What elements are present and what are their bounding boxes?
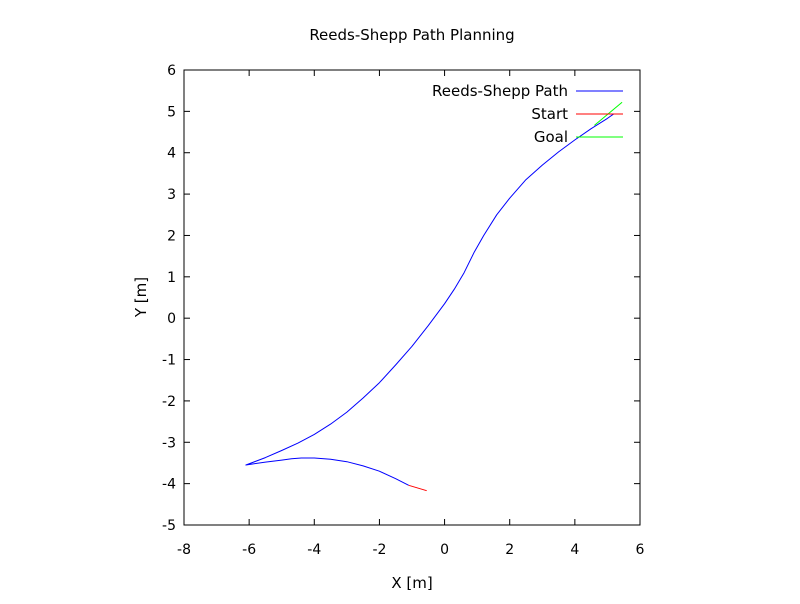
x-tick-label: -8 — [177, 542, 191, 558]
y-tick-label: 3 — [167, 187, 176, 203]
y-tick-label: -4 — [162, 477, 176, 493]
axis-ticks: -8 -6 -4 -2 0 2 4 6 -5 -4 -3 -2 -1 0 1 2 3 4 5 6 — [162, 63, 645, 558]
y-tick-label: -5 — [162, 518, 176, 534]
x-tick-label: -2 — [372, 542, 386, 558]
y-axis-label: Y [m] — [132, 277, 150, 318]
x-tick-label: -4 — [307, 542, 321, 558]
series-line-reeds-shepp-path — [245, 113, 615, 486]
x-axis-label: X [m] — [391, 574, 432, 592]
y-tick-label: 0 — [167, 311, 176, 327]
x-tick-label: 0 — [440, 542, 449, 558]
y-tick-label: 2 — [167, 228, 176, 244]
y-tick-label: 6 — [167, 63, 176, 79]
x-tick-label: -6 — [242, 542, 256, 558]
series-line-start — [408, 484, 427, 492]
x-tick-label: 6 — [636, 542, 645, 558]
legend-label: Reeds-Shepp Path — [432, 82, 568, 100]
y-tick-label: -3 — [162, 435, 176, 451]
y-tick-label: -1 — [162, 353, 176, 369]
y-tick-label: -2 — [162, 394, 176, 410]
x-tick-label: 4 — [570, 542, 579, 558]
y-tick-label: 5 — [167, 104, 176, 120]
y-tick-label: 1 — [167, 270, 176, 286]
data-series — [245, 101, 623, 492]
x-tick-label: 2 — [505, 542, 514, 558]
legend-label: Goal — [534, 128, 568, 146]
chart-title: Reeds-Shepp Path Planning — [309, 26, 514, 44]
y-tick-label: 4 — [167, 146, 176, 162]
plot-frame — [183, 69, 641, 526]
legend-label: Start — [531, 105, 568, 123]
legend: Reeds-Shepp Path Start Goal — [432, 82, 623, 146]
